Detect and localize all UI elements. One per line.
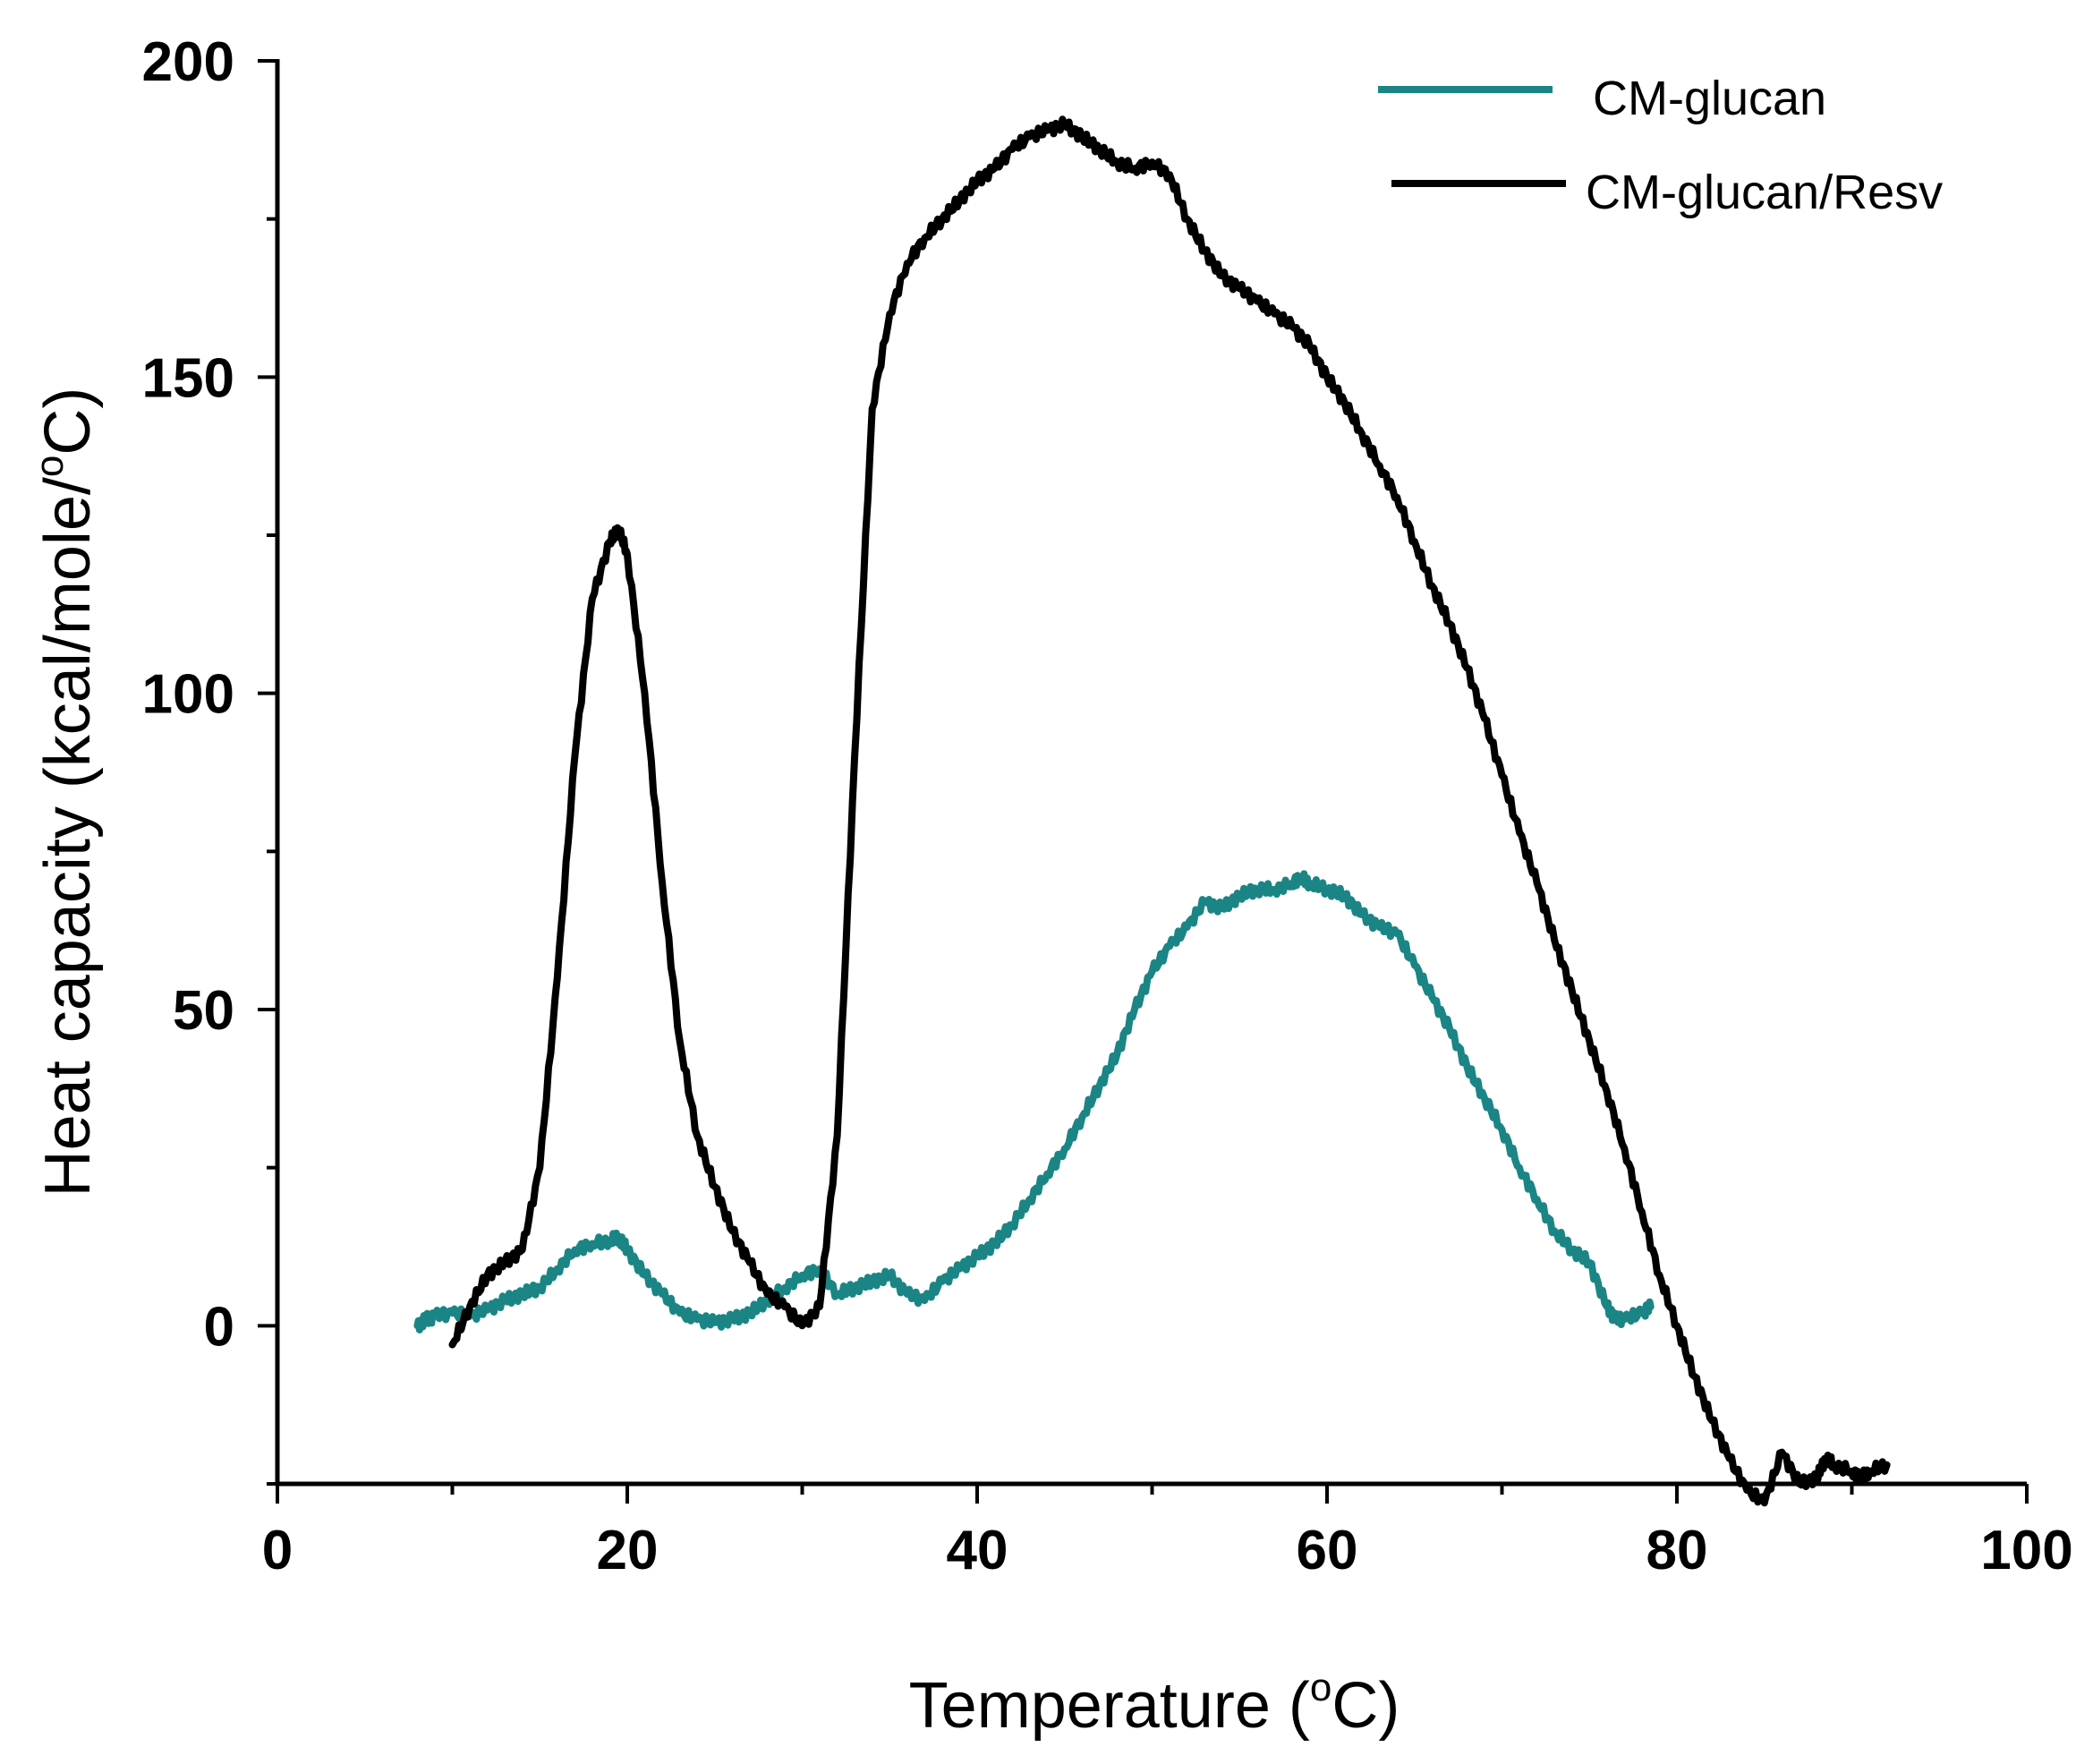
legend-label-cm-glucan-resv: CM-glucan/Resv	[1586, 166, 1943, 219]
y-axis-title: Heat capacity (kcal/mole/oC)	[28, 388, 104, 1197]
x-axis-unit: C	[1332, 1670, 1378, 1742]
series-layer	[413, 115, 1891, 1507]
series-line-cm-glucan	[413, 870, 1655, 1334]
y-tick-label: 100	[142, 664, 234, 726]
legend: CM-glucan CM-glucan/Resv	[1378, 72, 1943, 219]
x-tick-label: 0	[262, 1520, 293, 1581]
y-axis-title-text: Heat capacity (kcal/mole/	[32, 477, 104, 1197]
x-tick-label: 40	[947, 1520, 1008, 1581]
x-axis-title: Temperature (oC)	[909, 1666, 1400, 1742]
x-tick-label: 20	[597, 1520, 659, 1581]
y-tick-label: 50	[173, 980, 234, 1042]
y-axis-unit: C)	[32, 388, 104, 456]
y-tick-label: 200	[142, 31, 234, 93]
x-tick-label: 60	[1297, 1520, 1358, 1581]
x-tick-label: 100	[1980, 1520, 2072, 1581]
y-axis-degree: o	[28, 456, 72, 477]
x-axis-degree: o	[1310, 1666, 1332, 1709]
y-tick-label: 0	[204, 1296, 234, 1358]
x-tick-label: 80	[1646, 1520, 1708, 1581]
x-axis-title-text: Temperature	[909, 1670, 1271, 1742]
axes-layer: 0 20 40 60 80 100 0 50 100 150 200	[142, 31, 2073, 1581]
y-tick-label: 150	[142, 347, 234, 409]
legend-label-cm-glucan: CM-glucan	[1593, 72, 1826, 125]
series-line-cm-glucan-resv	[448, 115, 1891, 1507]
